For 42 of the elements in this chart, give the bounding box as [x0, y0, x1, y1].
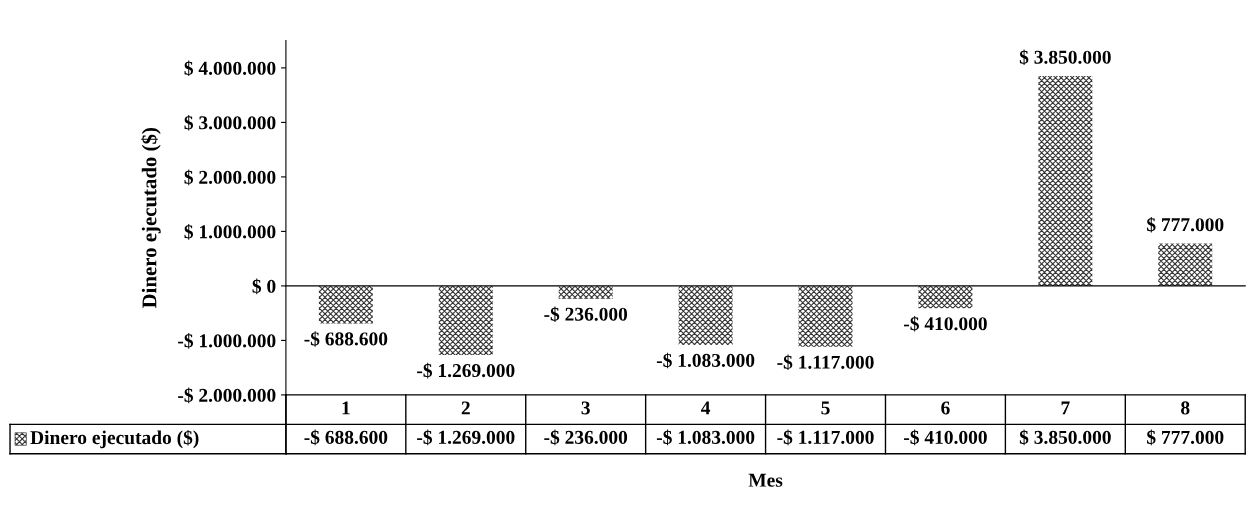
- legend-label: Dinero ejecutado ($): [30, 429, 199, 449]
- x-tick-label: 1: [342, 401, 350, 415]
- y-tick-label: $ 4.000.000: [184, 60, 276, 77]
- y-tick-label: $ 0: [252, 278, 276, 295]
- text: -$ 1.269.000: [417, 362, 515, 379]
- text: -$ 1.117.000: [777, 354, 874, 371]
- data-label: -$ 410.000: [904, 429, 987, 446]
- data-label: $ 777.000: [1147, 429, 1224, 446]
- bar: [1158, 243, 1213, 286]
- x-tick-label: 2: [461, 401, 470, 415]
- y-tick-label: $ 2.000.000: [184, 169, 276, 186]
- x-tick-label: 4: [701, 401, 711, 415]
- bar: [558, 285, 613, 299]
- y-tick-label: -$ 1.000.000: [178, 333, 276, 349]
- text: -$ 688.600: [304, 331, 388, 347]
- bar: [1038, 76, 1093, 286]
- x-tick-label: 5: [821, 401, 830, 415]
- bar: [318, 285, 373, 324]
- text: -$ 1.083.000: [656, 352, 755, 369]
- bar: [798, 285, 853, 347]
- text: $ 777.000: [1147, 217, 1224, 233]
- y-tick-label: $ 3.000.000: [184, 115, 276, 131]
- text: $ 3.850.000: [1019, 49, 1111, 66]
- data-label: -$ 688.600: [304, 429, 388, 446]
- bar: [438, 285, 493, 356]
- data-label: -$ 1.083.000: [656, 429, 755, 446]
- data-label: -$ 1.117.000: [777, 429, 874, 446]
- y-axis-title: Dinero ejecutado ($): [141, 128, 161, 309]
- y-tick-label: -$ 2.000.000: [178, 387, 276, 404]
- data-label: -$ 236.000: [544, 429, 628, 446]
- y-tick-label: $ 1.000.000: [184, 224, 276, 240]
- x-axis-title: Mes: [748, 473, 783, 487]
- text: -$ 236.000: [544, 306, 628, 323]
- x-tick-label: 7: [1061, 401, 1070, 415]
- bar: [678, 285, 733, 345]
- bar: [918, 285, 973, 309]
- x-tick-label: 8: [1181, 401, 1190, 415]
- text: -$ 410.000: [904, 316, 987, 332]
- x-tick-label: 6: [941, 401, 950, 415]
- data-label: $ 3.850.000: [1019, 429, 1111, 446]
- x-tick-label: 3: [581, 401, 590, 415]
- data-label: -$ 1.269.000: [417, 429, 515, 446]
